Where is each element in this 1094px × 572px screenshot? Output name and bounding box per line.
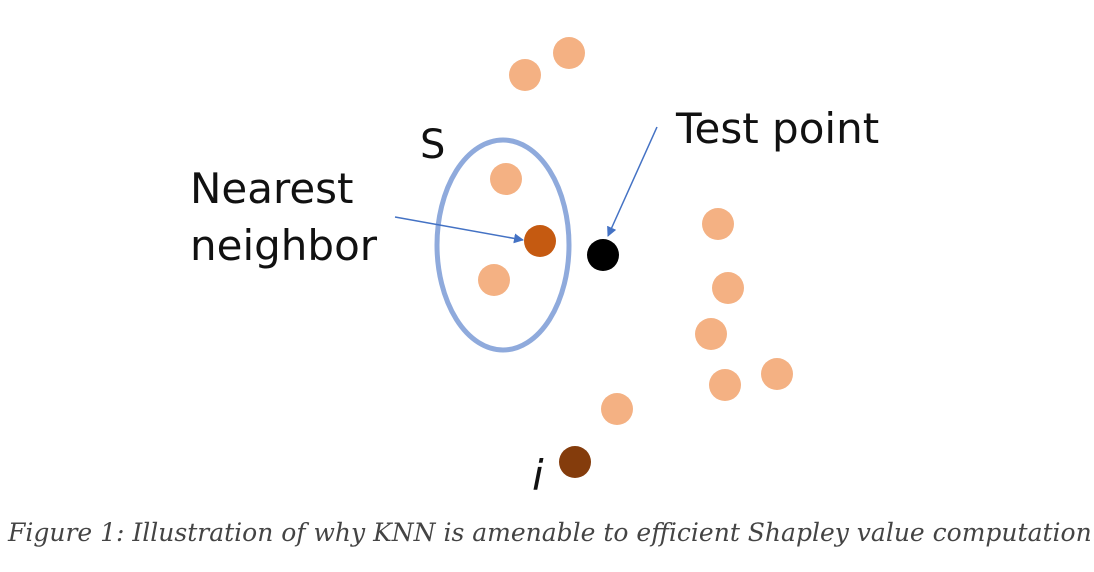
point	[702, 208, 734, 240]
point	[761, 358, 793, 390]
diagram: S Nearest neighbor Test point i	[190, 37, 879, 500]
i-label: i	[532, 451, 544, 500]
point	[478, 264, 510, 296]
nearest-label: neighbor	[190, 221, 378, 270]
point	[601, 393, 633, 425]
nearest-point	[524, 225, 556, 257]
set-ellipse	[434, 137, 572, 353]
caption: Figure 1: Illustration of why KNN is ame…	[8, 518, 1094, 547]
nearest-label: Nearest	[190, 164, 354, 213]
point	[553, 37, 585, 69]
point	[509, 59, 541, 91]
arrow	[607, 126, 658, 237]
test-point	[587, 239, 619, 271]
point	[712, 272, 744, 304]
point-i	[559, 446, 591, 478]
point	[695, 318, 727, 350]
arrow	[394, 216, 524, 244]
test-point-label: Test point	[675, 104, 879, 153]
points	[478, 37, 793, 425]
point	[709, 369, 741, 401]
set-label: S	[420, 122, 445, 168]
point	[490, 163, 522, 195]
